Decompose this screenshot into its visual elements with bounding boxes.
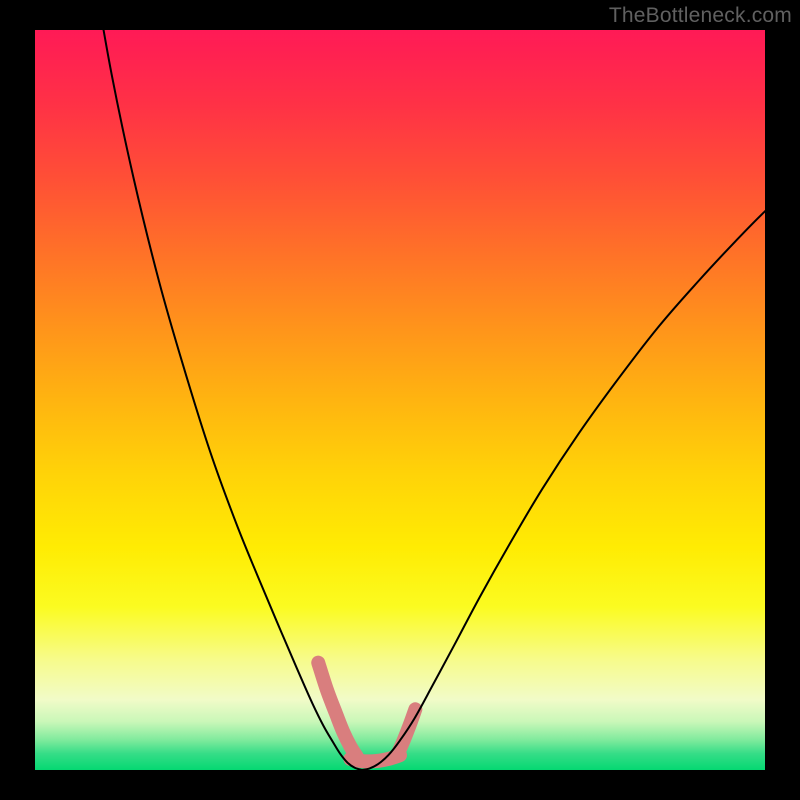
chart-frame: TheBottleneck.com: [0, 0, 800, 800]
curve-layer: [35, 30, 765, 770]
highlight-marker: [318, 663, 415, 762]
plot-area: [35, 30, 765, 770]
bottleneck-curve: [93, 30, 765, 770]
watermark-text: TheBottleneck.com: [609, 4, 792, 28]
right-branch: [362, 185, 765, 770]
left-highlight: [318, 663, 357, 757]
